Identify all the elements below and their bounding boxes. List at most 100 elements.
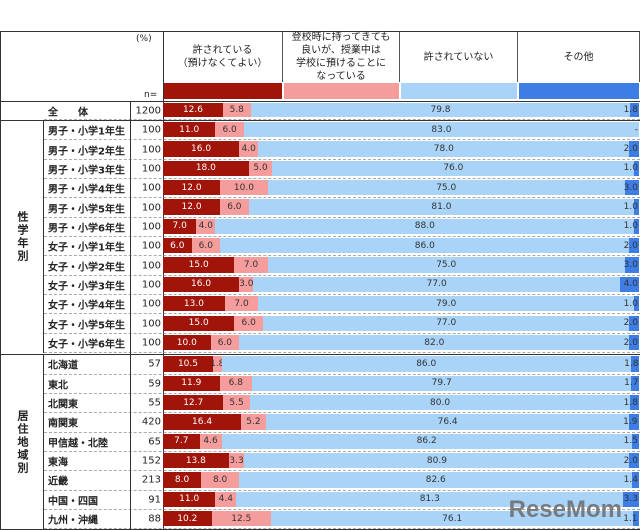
data-label: 7.0	[172, 221, 187, 232]
data-label: 12.5	[231, 513, 252, 524]
table-row: 東北 59 11.9 6.8 79.7 1.7	[44, 375, 640, 394]
row-n: 100	[141, 240, 161, 252]
data-label: 4.4	[218, 494, 233, 505]
bar-segment-1: 1.8	[210, 356, 224, 372]
table-row: 女子・小学4年生 100 13.0 7.0 79.0 1.0	[44, 295, 640, 315]
data-label: -	[634, 124, 638, 135]
bar-segment-1: 7.0	[234, 257, 268, 273]
row-n: 420	[141, 416, 161, 428]
bar-segment-0: 13.0	[163, 296, 225, 312]
row-n: 100	[141, 337, 161, 349]
bar-segment-1: 3.0	[239, 276, 253, 293]
data-label: 79.8	[430, 105, 451, 115]
data-label: 11.9	[181, 378, 202, 389]
data-label: 1.8	[624, 358, 639, 369]
bar-segment-3: 4.0	[619, 276, 639, 293]
data-label: 4.0	[241, 144, 256, 155]
data-label: 86.0	[414, 240, 435, 251]
row-n: 100	[141, 279, 161, 291]
bar-segment-0: 11.9	[163, 375, 220, 391]
bar-segment-2: 81.0	[248, 199, 635, 215]
bar-segment-0: 10.5	[163, 356, 213, 372]
row-label: 全 体	[48, 107, 88, 118]
legend-swatch-1	[284, 83, 399, 99]
data-label: 5.2	[246, 416, 261, 427]
bar-segment-0: 7.7	[163, 433, 200, 449]
data-label: 3.0	[623, 182, 638, 193]
data-label: 80.0	[430, 397, 451, 408]
row-n: 57	[148, 358, 161, 370]
row-label: 男子・小学6年生	[48, 223, 125, 235]
data-label: 6.0	[227, 202, 242, 213]
table-row: 北海道 57 10.5 1.8 86.0 1.8	[44, 355, 640, 375]
bar-segment-1: 12.5	[211, 511, 272, 527]
bar-segment-2: 75.0	[267, 257, 625, 273]
bar-segment-0: 8.0	[163, 472, 202, 488]
legend-header-3: その他	[518, 32, 640, 82]
data-label: 13.8	[185, 455, 206, 466]
bar-segment-1: 5.0	[248, 160, 273, 177]
bar-segment-3: 1.9	[623, 414, 639, 430]
data-label: 5.5	[229, 397, 244, 408]
bar-segment-1: 4.6	[199, 433, 222, 449]
bar-segment-1: 6.8	[219, 375, 252, 391]
bar-segment-0: 12.7	[163, 394, 224, 411]
row-n: 100	[141, 202, 161, 214]
bar-segment-3: 1.0	[624, 218, 639, 235]
data-label: 2.0	[623, 144, 638, 155]
row-label: 女子・小学6年生	[48, 339, 125, 351]
data-label: 82.6	[425, 474, 446, 485]
data-label: 12.0	[181, 182, 202, 193]
data-label: 81.0	[431, 202, 452, 213]
bar-segment-1: 5.5	[223, 394, 250, 411]
row-label: 九州・沖縄	[48, 515, 98, 527]
bar-segment-0: 18.0	[163, 160, 249, 177]
row-label: 女子・小学2年生	[48, 262, 125, 274]
data-label: 12.0	[181, 202, 202, 213]
table-row: 男子・小学1年生 100 11.0 6.0 83.0 -	[44, 121, 640, 141]
table-row: 女子・小学6年生 100 10.0 6.0 82.0 2.0	[44, 334, 640, 354]
data-label: 10.5	[177, 358, 198, 369]
bar-segment-2: 77.0	[253, 276, 620, 293]
table-row: 女子・小学1年生 100 6.0 6.0 86.0 2.0	[44, 237, 640, 257]
row-label: 男子・小学1年生	[48, 126, 125, 138]
bar-segment-2: 78.0	[258, 141, 630, 157]
data-label: 12.7	[183, 397, 204, 408]
row-n: 65	[148, 436, 161, 448]
group-label-text: 性学年別	[16, 211, 29, 264]
data-label: 77.0	[436, 318, 457, 329]
bar-segment-0: 11.0	[163, 491, 216, 507]
data-label: 77.0	[426, 279, 447, 290]
bar-segment-2: 77.0	[262, 315, 630, 331]
bar-segment-3: 1.8	[624, 394, 639, 411]
data-label: 83.0	[431, 124, 452, 135]
data-label: 6.8	[228, 378, 243, 389]
data-label: 86.0	[416, 358, 437, 369]
bar-segment-2: 82.0	[239, 334, 630, 351]
data-label: 80.9	[426, 455, 447, 466]
bar-segment-2: 86.0	[220, 238, 630, 254]
data-label: 76.0	[443, 163, 464, 174]
bar-segment-3: 1.1	[623, 511, 639, 527]
table-row: 男子・小学2年生 100 16.0 4.0 78.0 2.0	[44, 140, 640, 160]
bar-segment-1: 5.8	[222, 103, 251, 117]
data-label: 11.0	[179, 494, 200, 505]
bar-segment-2: 80.0	[249, 394, 631, 411]
data-label: 1.7	[624, 378, 639, 389]
row-label: 男子・小学4年生	[48, 184, 125, 196]
data-label: 3.0	[623, 260, 638, 271]
group-label: 性学年別	[1, 120, 44, 354]
data-label: 7.0	[243, 260, 259, 271]
row-n: 100	[141, 163, 161, 175]
data-label: 2.0	[623, 337, 638, 348]
row-n: 100	[141, 124, 161, 136]
data-label: 4.0	[198, 221, 213, 232]
data-label: 6.0	[222, 124, 237, 135]
bar-segment-1: 3.3	[228, 452, 245, 469]
legend-header-2: 許されていない	[400, 32, 518, 82]
row-label: 男子・小学2年生	[48, 146, 125, 158]
data-label: 79.0	[436, 298, 457, 309]
data-label: 1.8	[623, 105, 638, 115]
bar-segment-0: 12.0	[163, 180, 221, 196]
bar-segment-3: 2.0	[624, 238, 639, 254]
